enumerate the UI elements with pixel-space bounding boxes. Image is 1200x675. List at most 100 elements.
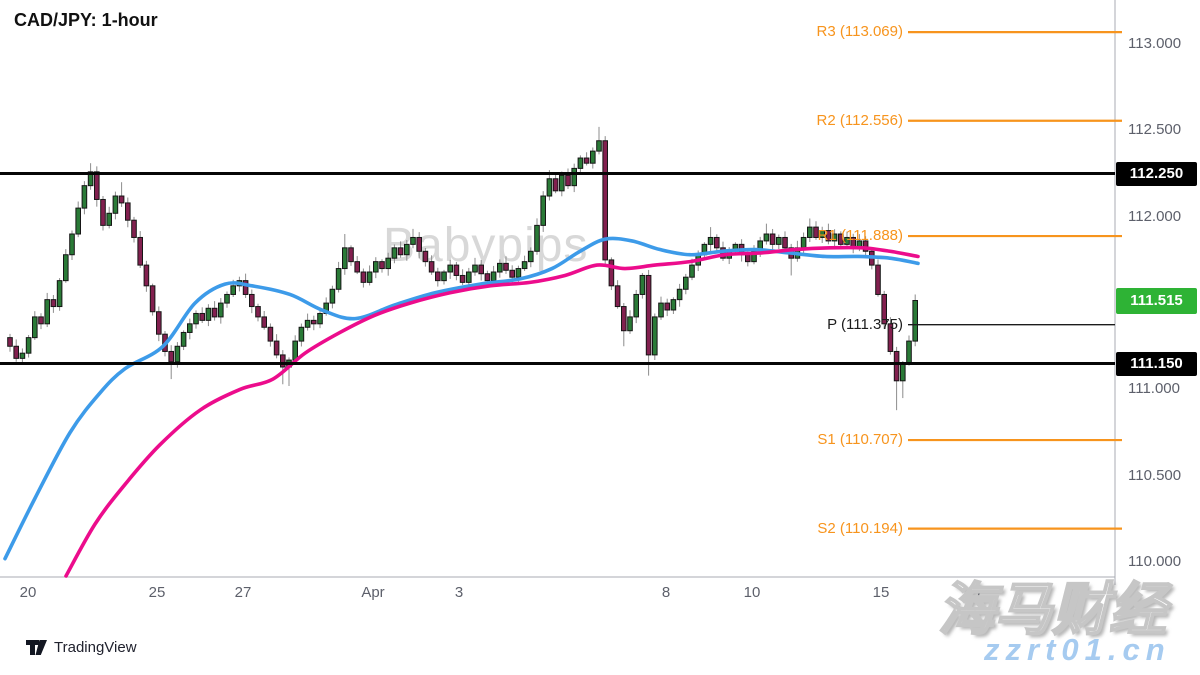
candle bbox=[354, 256, 360, 275]
candle bbox=[50, 295, 57, 313]
candle bbox=[652, 313, 658, 361]
last-price-badge: 111.515 bbox=[1116, 287, 1197, 314]
candle bbox=[112, 191, 119, 220]
candle bbox=[819, 226, 826, 243]
candle bbox=[373, 257, 379, 279]
candle bbox=[25, 334, 32, 358]
candle bbox=[118, 182, 125, 207]
candle bbox=[887, 317, 894, 355]
candle bbox=[676, 283, 683, 307]
candle bbox=[218, 298, 224, 324]
candle bbox=[273, 334, 280, 359]
candle bbox=[385, 252, 391, 276]
candle bbox=[875, 259, 881, 297]
candle bbox=[75, 201, 82, 238]
candles-layer bbox=[7, 126, 919, 411]
candle bbox=[528, 247, 534, 268]
candle bbox=[404, 240, 410, 261]
candle bbox=[69, 230, 75, 260]
candle bbox=[540, 191, 547, 232]
ma-slow-pink[interactable] bbox=[64, 245, 920, 578]
candle bbox=[621, 303, 627, 347]
candle bbox=[831, 229, 838, 248]
time-axis-label: 8 bbox=[661, 584, 671, 601]
candle bbox=[348, 245, 354, 266]
pivot-label-p: P (111.375) bbox=[827, 315, 903, 333]
price-axis[interactable]: 113.000 112.500 112.000 111.000 110.500 110.0… bbox=[1115, 0, 1200, 577]
candle bbox=[224, 291, 230, 308]
price-axis-label: 112.500 bbox=[1128, 121, 1182, 139]
candle bbox=[602, 136, 609, 267]
candle bbox=[565, 168, 571, 190]
pivot-lines-layer[interactable] bbox=[908, 31, 1122, 530]
candle bbox=[342, 234, 348, 275]
candle bbox=[534, 218, 540, 255]
candle bbox=[366, 265, 373, 286]
candle bbox=[776, 234, 782, 250]
candle bbox=[335, 261, 342, 293]
site-watermark-cn: 海马财经 bbox=[937, 578, 1167, 642]
candle bbox=[577, 155, 584, 173]
candle bbox=[906, 335, 912, 366]
candle bbox=[459, 269, 466, 286]
candle bbox=[546, 170, 553, 201]
price-level-badge: 111.150 bbox=[1116, 351, 1197, 376]
candle bbox=[608, 257, 615, 291]
candle bbox=[397, 241, 404, 258]
candle bbox=[13, 339, 19, 362]
price-axis-label: 110.500 bbox=[1128, 466, 1182, 484]
candle bbox=[844, 231, 850, 247]
candle bbox=[280, 350, 286, 385]
ma-fast-blue[interactable] bbox=[3, 236, 920, 561]
candle bbox=[410, 228, 416, 249]
pivot-label-s2: S2 (110.194) bbox=[817, 519, 903, 537]
candle bbox=[428, 255, 435, 275]
candle bbox=[422, 248, 429, 267]
candle bbox=[311, 315, 317, 331]
candle bbox=[782, 231, 788, 251]
time-axis-label: 15 bbox=[872, 584, 890, 601]
candle bbox=[583, 152, 590, 166]
time-axis-label: 25 bbox=[148, 584, 166, 601]
candle bbox=[683, 273, 689, 295]
candle bbox=[769, 228, 776, 252]
candle bbox=[391, 244, 398, 264]
candle bbox=[38, 313, 44, 330]
candle bbox=[900, 361, 906, 399]
candle bbox=[893, 346, 900, 411]
candle bbox=[614, 280, 621, 309]
pivot-label-s1: S1 (110.707) bbox=[817, 431, 903, 449]
candle bbox=[32, 311, 38, 340]
candle bbox=[807, 218, 813, 242]
candle bbox=[825, 223, 832, 245]
candle bbox=[627, 310, 633, 334]
tradingview-logo-text: TradingView bbox=[54, 639, 137, 656]
pivot-label-r3: R3 (113.069) bbox=[816, 23, 903, 41]
candle bbox=[149, 283, 156, 316]
tradingview-icon bbox=[26, 638, 47, 657]
candle bbox=[869, 248, 875, 270]
symbol-title: CAD/JPY: 1-hour bbox=[14, 10, 158, 30]
candle bbox=[211, 301, 218, 321]
candle bbox=[317, 310, 323, 329]
tradingview-logo[interactable]: TradingView bbox=[26, 638, 137, 657]
candle bbox=[63, 249, 69, 283]
candle bbox=[714, 234, 720, 253]
candle bbox=[125, 197, 131, 228]
candle bbox=[645, 269, 652, 376]
candle bbox=[56, 278, 63, 311]
time-axis[interactable]: 20 25 27 Apr 3 8 10 15 17 bbox=[0, 577, 1115, 603]
candle bbox=[298, 323, 305, 347]
candle bbox=[707, 227, 714, 252]
candle bbox=[106, 206, 113, 229]
price-axis-label: 111.000 bbox=[1128, 380, 1180, 398]
candle bbox=[521, 255, 528, 272]
candle bbox=[267, 323, 274, 347]
candle bbox=[131, 216, 137, 243]
candle bbox=[813, 221, 819, 240]
candle bbox=[187, 318, 193, 340]
time-axis-label: 17 bbox=[966, 584, 984, 601]
time-axis-label: 27 bbox=[234, 584, 252, 601]
level-lines-layer[interactable] bbox=[0, 172, 1115, 366]
